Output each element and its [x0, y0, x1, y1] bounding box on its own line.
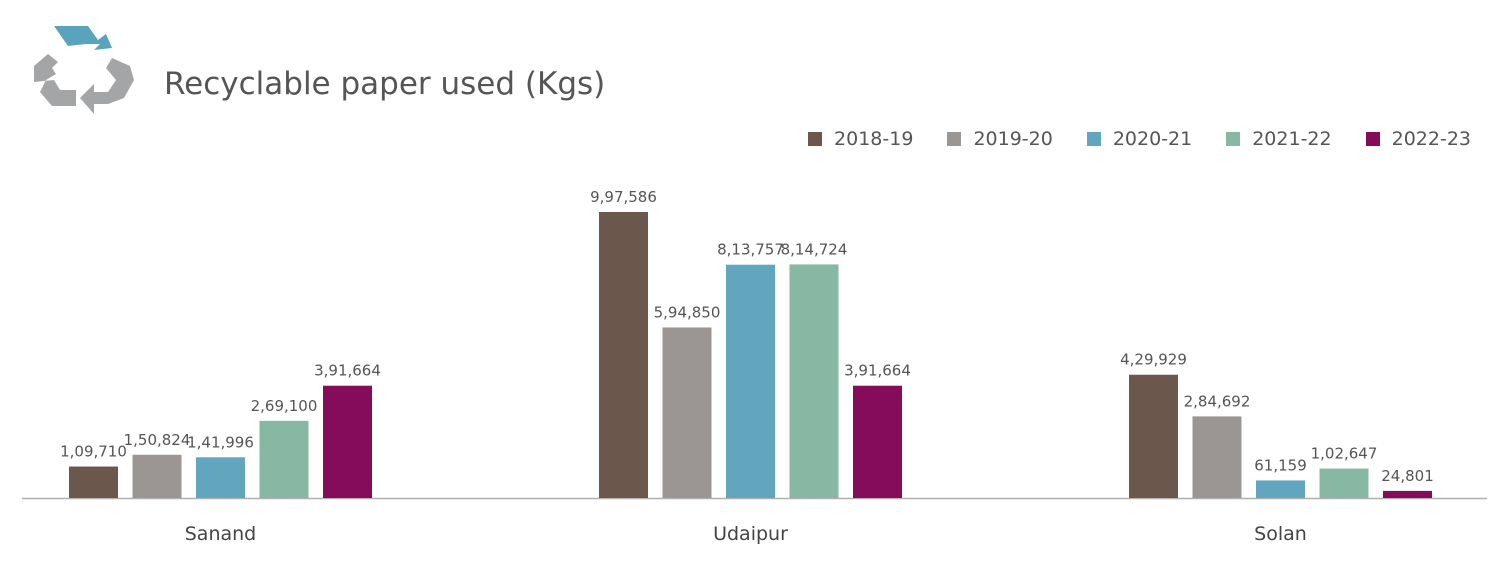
legend-item-2018-19: 2018-19 — [808, 128, 913, 150]
bar-sanand-2018-19 — [69, 466, 118, 498]
data-label: 1,50,824 — [124, 431, 191, 449]
legend-label: 2018-19 — [834, 128, 914, 150]
bar-solan-2021-22 — [1319, 468, 1369, 498]
category-label-sanand: Sanand — [185, 523, 257, 545]
legend-item-2022-23: 2022-23 — [1365, 128, 1471, 150]
data-label: 2,84,692 — [1184, 392, 1251, 410]
data-label: 1,09,710 — [60, 443, 127, 461]
recycle-arrow-left — [34, 54, 76, 106]
bar-udaipur-2018-19 — [599, 212, 648, 498]
bar-sanand-2019-20 — [132, 454, 182, 498]
bar-solan-2022-23 — [1383, 490, 1432, 498]
legend-swatch — [1226, 132, 1241, 146]
legend: 2018-19 2019-20 2020-21 2021-22 2022-23 — [808, 128, 1471, 150]
data-label: 5,94,850 — [654, 303, 721, 321]
data-label: 61,159 — [1254, 456, 1307, 474]
data-label: 9,97,586 — [590, 188, 657, 206]
data-label: 8,13,757 — [717, 241, 784, 259]
data-label: 1,41,996 — [187, 433, 254, 451]
legend-item-2019-20: 2019-20 — [947, 128, 1053, 150]
data-label: 3,91,664 — [314, 362, 381, 380]
bar-sanand-2022-23 — [323, 385, 372, 498]
bar-solan-2018-19 — [1129, 374, 1178, 498]
recycle-arrow-right — [80, 58, 134, 114]
category-label-udaipur: Udaipur — [713, 523, 788, 545]
legend-label: 2022-23 — [1391, 128, 1471, 150]
recycle-arrow-top — [54, 26, 112, 50]
legend-item-2021-22: 2021-22 — [1226, 128, 1332, 150]
recycle-icon — [34, 26, 134, 114]
data-label: 4,29,929 — [1120, 351, 1187, 369]
bar-udaipur-2020-21 — [726, 264, 775, 498]
legend-swatch — [1365, 132, 1380, 146]
legend-label: 2021-22 — [1252, 128, 1332, 150]
bar-sanand-2020-21 — [196, 457, 245, 498]
chart-title: Recyclable paper used (Kgs) — [164, 66, 606, 102]
bar-udaipur-2022-23 — [853, 385, 902, 498]
bar-sanand-2021-22 — [259, 420, 309, 498]
legend-label: 2020-21 — [1112, 128, 1193, 150]
data-label: 3,91,664 — [844, 362, 911, 380]
data-label: 24,801 — [1381, 467, 1434, 485]
bar-udaipur-2021-22 — [789, 264, 839, 498]
legend-label: 2019-20 — [973, 128, 1053, 150]
legend-swatch — [808, 132, 823, 146]
legend-swatch — [947, 132, 962, 146]
data-label: 8,14,724 — [781, 240, 848, 258]
legend-item-2020-21: 2020-21 — [1086, 128, 1193, 150]
data-label: 2,69,100 — [251, 397, 318, 415]
bar-solan-2020-21 — [1256, 480, 1305, 498]
bar-udaipur-2019-20 — [662, 327, 712, 498]
category-label-solan: Solan — [1254, 523, 1307, 545]
legend-swatch — [1086, 132, 1101, 146]
bar-solan-2019-20 — [1192, 416, 1242, 498]
data-label: 1,02,647 — [1311, 445, 1378, 463]
